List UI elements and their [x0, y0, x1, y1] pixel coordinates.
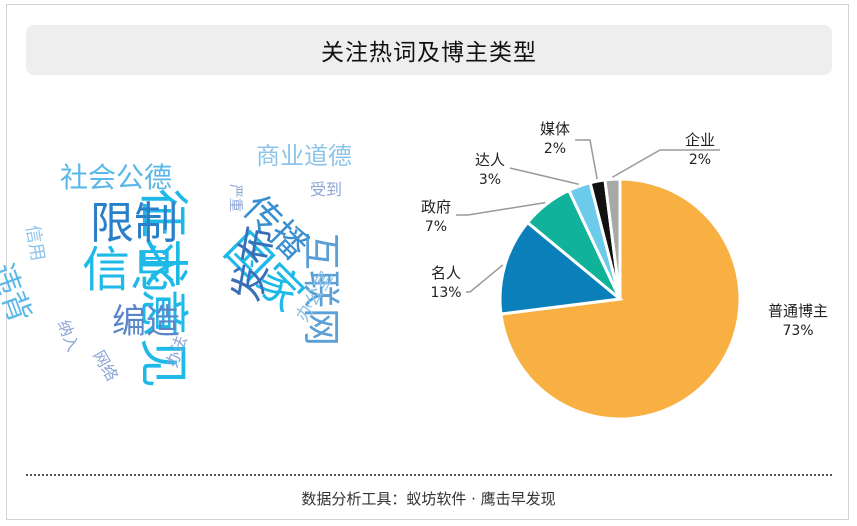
pie-value-label: 3%	[479, 172, 501, 188]
page-title: 关注热词及博主类型	[321, 40, 537, 66]
wordcloud-word: 受到	[310, 180, 343, 199]
pie-leader-line	[456, 201, 546, 216]
pie-value-label: 2%	[689, 152, 711, 168]
pie-value-label: 7%	[425, 219, 447, 235]
pie-label: 普通博主	[768, 302, 828, 320]
pie-label: 政府	[421, 198, 451, 216]
pie-value-label: 2%	[544, 141, 566, 157]
pie-label: 达人	[475, 151, 505, 169]
pie-slice	[603, 177, 622, 300]
pie-leader-line	[466, 264, 504, 293]
pie-label: 名人	[431, 264, 461, 282]
pie-label: 媒体	[540, 120, 570, 138]
pie-value-label: 13%	[430, 285, 461, 301]
pie-label: 企业	[685, 131, 715, 149]
footer-source: 数据分析工具：蚁坊软件 · 鹰击早发现	[301, 490, 556, 508]
pie-leader-line	[611, 149, 720, 178]
wordcloud-word: 编造	[112, 302, 180, 342]
pie-value-label: 73%	[782, 323, 813, 339]
pie-slice	[498, 220, 624, 316]
footer-divider	[26, 474, 832, 476]
wordcloud-word: 信息	[82, 242, 179, 298]
title-bar: 关注热词及博主类型	[26, 25, 832, 75]
wordcloud-word: 限制	[90, 198, 178, 249]
wordcloud-word: 社会公德	[60, 161, 173, 194]
wordcloud-word: 商业道德	[256, 142, 352, 170]
pie-leader-line	[509, 167, 579, 185]
pie-leader-line	[575, 139, 598, 180]
